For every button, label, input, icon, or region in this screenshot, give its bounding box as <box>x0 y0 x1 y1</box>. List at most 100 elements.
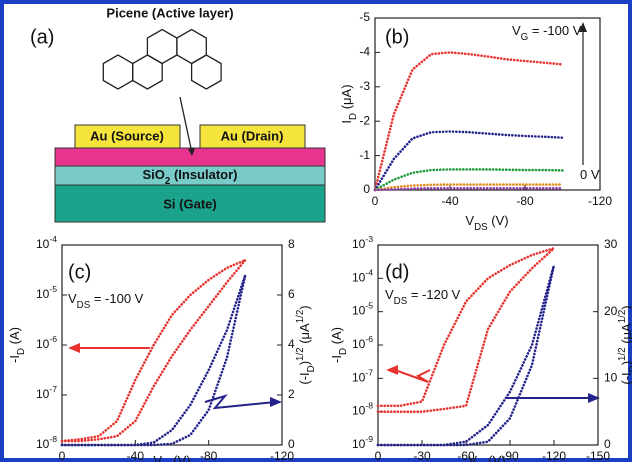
x-tick-label: -120 <box>588 194 612 208</box>
text-part: (μA <box>619 323 632 347</box>
text-part: -I <box>329 355 344 363</box>
x-tick-label: -120 <box>542 449 566 462</box>
figure: (a) Picene (Active layer) Au (Source) Au… <box>0 0 632 462</box>
y2-tick-label: 0 <box>288 437 295 451</box>
text-part: (-I <box>619 372 632 384</box>
x-tick-label: -30 <box>413 449 431 462</box>
tick-label-base: 10 <box>36 237 50 251</box>
text-part: (V) <box>488 213 509 228</box>
text-part: D <box>628 365 632 372</box>
text-part: (μA <box>297 323 312 347</box>
panel-label: (b) <box>385 26 409 48</box>
text-part: (A) <box>329 327 344 348</box>
tick-label-base: 10 <box>36 287 50 301</box>
y2-tick-label: 0 <box>604 437 611 451</box>
text-part: D <box>348 113 359 120</box>
tick-label-base: 10 <box>36 387 50 401</box>
text-part: DS <box>77 300 91 311</box>
y-tick-label: -3 <box>359 79 370 93</box>
text-part: 1/2 <box>295 310 306 324</box>
text-part: DS <box>394 296 408 307</box>
x-tick-label: -80 <box>516 194 534 208</box>
tick-label-exponent: -5 <box>365 301 373 311</box>
tick-label-base: 10 <box>352 304 366 318</box>
y-tick-label: 0 <box>363 182 370 196</box>
text-part: 1/2 <box>617 347 628 361</box>
text-part: V <box>385 287 394 302</box>
tick-label-base: 10 <box>352 437 366 451</box>
tick-label-base: 10 <box>352 237 366 251</box>
text-part: -I <box>7 355 22 363</box>
x-tick-label: 0 <box>375 449 382 462</box>
text-part: V <box>68 291 77 306</box>
text-part: 0 V <box>580 167 600 182</box>
x-tick-label: -80 <box>200 449 218 462</box>
x-axis-label: VG (V) <box>153 453 190 462</box>
tick-label-exponent: -8 <box>49 434 57 444</box>
text-part: D <box>338 348 349 355</box>
tick-label-exponent: -6 <box>49 334 57 344</box>
tick-label-base: 10 <box>36 337 50 351</box>
y-tick-label: -2 <box>359 113 370 127</box>
text-part: V <box>153 453 162 462</box>
text-part: SiO <box>142 167 164 182</box>
tick-label-exponent: -3 <box>365 234 373 244</box>
text-part: = -100 V <box>528 23 581 38</box>
text-part: 1/2 <box>617 310 628 324</box>
y-tick-label: -4 <box>359 45 370 59</box>
text-part: (V) <box>485 453 506 462</box>
tick-label-base: 10 <box>352 404 366 418</box>
panel-label: (a) <box>30 26 54 48</box>
x-tick-label: 0 <box>59 449 66 462</box>
tick-label-exponent: -7 <box>49 384 57 394</box>
text-part: DS <box>474 222 488 233</box>
frame <box>2 2 630 460</box>
source-label: Au (Source) <box>90 128 164 143</box>
text-part: D <box>306 365 317 372</box>
text-part: (Insulator) <box>170 167 237 182</box>
x-tick-label: -40 <box>441 194 459 208</box>
text-part: (μA) <box>339 84 354 112</box>
text-part: V <box>468 453 477 462</box>
tick-label-exponent: -7 <box>365 368 373 378</box>
tick-label-base: 10 <box>352 371 366 385</box>
y2-tick-label: 10 <box>604 371 618 385</box>
y2-tick-label: 2 <box>288 387 295 401</box>
molecule-label: Picene (Active layer) <box>106 5 233 20</box>
tick-label-exponent: -9 <box>365 434 373 444</box>
text-part: = -120 V <box>407 287 460 302</box>
y-tick-label: -1 <box>359 148 370 162</box>
gate-label: Si (Gate) <box>163 196 216 211</box>
text-part: (A) <box>7 327 22 348</box>
y2-tick-label: 30 <box>604 237 618 251</box>
tick-label-exponent: -4 <box>49 234 57 244</box>
x-tick-label: 0 <box>372 194 379 208</box>
text-part: G <box>521 32 529 43</box>
tick-label-base: 10 <box>352 271 366 285</box>
y2-tick-label: 20 <box>604 304 618 318</box>
text-part: D <box>16 348 27 355</box>
y2-tick-label: 6 <box>288 287 295 301</box>
tick-label-base: 10 <box>352 337 366 351</box>
tick-label-exponent: -5 <box>49 284 57 294</box>
tick-label-exponent: -6 <box>365 334 373 344</box>
text-part: = -100 V <box>90 291 143 306</box>
tick-label-exponent: -8 <box>365 401 373 411</box>
drain-label: Au (Drain) <box>221 128 284 143</box>
tick-label-exponent: -4 <box>365 268 373 278</box>
y-tick-label: -5 <box>359 10 370 24</box>
y2-tick-label: 8 <box>288 237 295 251</box>
text-part: (V) <box>170 453 191 462</box>
annotation: 0 V <box>580 167 600 182</box>
text-part: ) <box>619 305 632 309</box>
text-part: ) <box>297 305 312 309</box>
x-axis-label: VG (V) <box>468 453 505 462</box>
panel-label: (d) <box>385 261 409 283</box>
tick-label-base: 10 <box>36 437 50 451</box>
text-part: V <box>465 213 474 228</box>
text-part: V <box>512 23 521 38</box>
x-tick-label: -40 <box>127 449 145 462</box>
text-part: (-I <box>297 372 312 384</box>
text-part: 1/2 <box>295 347 306 361</box>
panel-label: (c) <box>68 261 91 283</box>
